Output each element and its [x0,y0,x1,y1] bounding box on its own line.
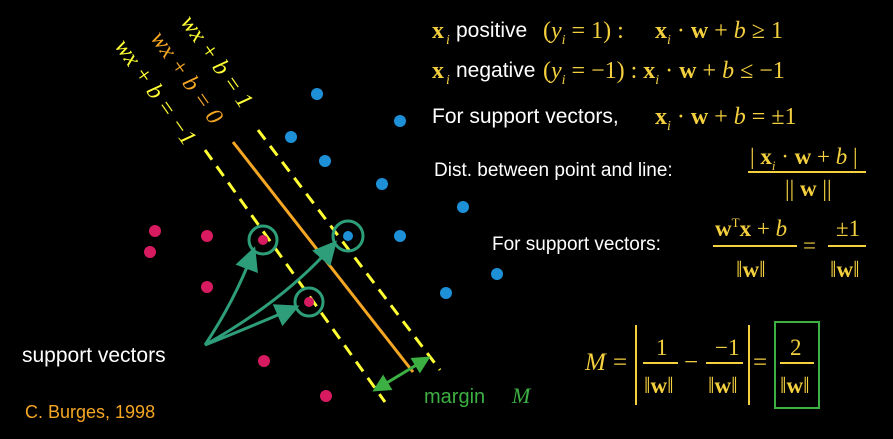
support-arrow [204,304,300,347]
svg-text:−: − [684,349,698,376]
negative-word: negative [456,59,535,82]
support-arrow [203,246,258,346]
svg-text:x: x [432,58,444,84]
positive-point [457,201,469,213]
svg-text:M: M [584,349,607,376]
svg-text:‖w‖: ‖w‖ [780,373,810,398]
support-condition: For support vectors, xi · w + b = ±1 [432,104,797,134]
svg-text:wTx + b: wTx + b [715,215,787,241]
positive-point [440,287,452,299]
negative-point [258,355,270,367]
svg-text:‖w‖: ‖w‖ [736,257,766,282]
positive-word: positive [456,19,527,42]
svg-text:x: x [432,18,444,44]
margin-symbol: M [511,383,532,408]
margin-formula: M = 1 ‖w‖ − −1 ‖w‖ = 2 ‖w‖ [584,321,820,409]
negative-point [258,235,268,245]
svg-text:| xi · w + b |: | xi · w + b | [750,144,858,173]
svg-text:‖w‖: ‖w‖ [644,373,674,398]
svg-text:xi · w + b = ±1: xi · w + b = ±1 [655,104,797,134]
positive-point [394,115,406,127]
negative-point [304,297,314,307]
support-word: For support vectors, [432,105,619,128]
margin-arrow [372,356,431,392]
negative-point [144,246,156,258]
positive-point [376,178,388,190]
positive-point [285,131,297,143]
distance-formula: Dist. between point and line: | xi · w +… [434,144,866,201]
svg-text:=: = [803,233,816,258]
svg-text:=: = [613,349,627,376]
credit-text: C. Burges, 1998 [25,402,155,422]
svg-text:i: i [446,73,450,88]
positive-point [394,230,406,242]
positive-point [319,155,331,167]
svg-text:±1: ±1 [836,216,860,241]
svg-text:(yi = −1) : xi · w + b ≤ −1: (yi = −1) : xi · w + b ≤ −1 [543,58,785,88]
svg-text:xi · w + b ≥ 1: xi · w + b ≥ 1 [655,18,783,48]
negative-condition: x i negative (yi = −1) : xi · w + b ≤ −1 [432,58,785,88]
svg-text:(yi = 1) :: (yi = 1) : [543,18,624,48]
positive-point [311,88,323,100]
svg-text:‖w‖: ‖w‖ [708,373,738,398]
support-formula-text: For support vectors: [492,234,661,255]
svg-text:−1: −1 [715,335,739,360]
svg-text:1: 1 [656,335,668,360]
negative-point [201,281,213,293]
margin-label: margin [424,386,485,408]
positive-condition: x i positive (yi = 1) : xi · w + b ≥ 1 [432,18,783,48]
support-vector-ring [247,224,279,256]
svg-text:‖w‖: ‖w‖ [830,257,860,282]
positive-point [491,268,503,280]
svg-text:=: = [753,349,767,376]
negative-point [320,390,332,402]
support-vectors-label: support vectors [22,344,166,367]
positive-point [343,231,353,241]
svg-text:i: i [446,33,450,48]
margin-line-minus [203,149,387,403]
negative-point [201,230,213,242]
svg-text:2: 2 [790,335,802,360]
support-distance-formula: For support vectors: wTx + b ‖w‖ = ±1 ‖w… [492,215,866,282]
support-vector-ring [293,286,325,318]
support-arrow [204,240,337,347]
distance-text: Dist. between point and line: [434,160,673,181]
support-vector-ring [331,219,365,253]
svg-text:|| w ||: || w || [785,176,832,201]
negative-point [149,225,161,237]
